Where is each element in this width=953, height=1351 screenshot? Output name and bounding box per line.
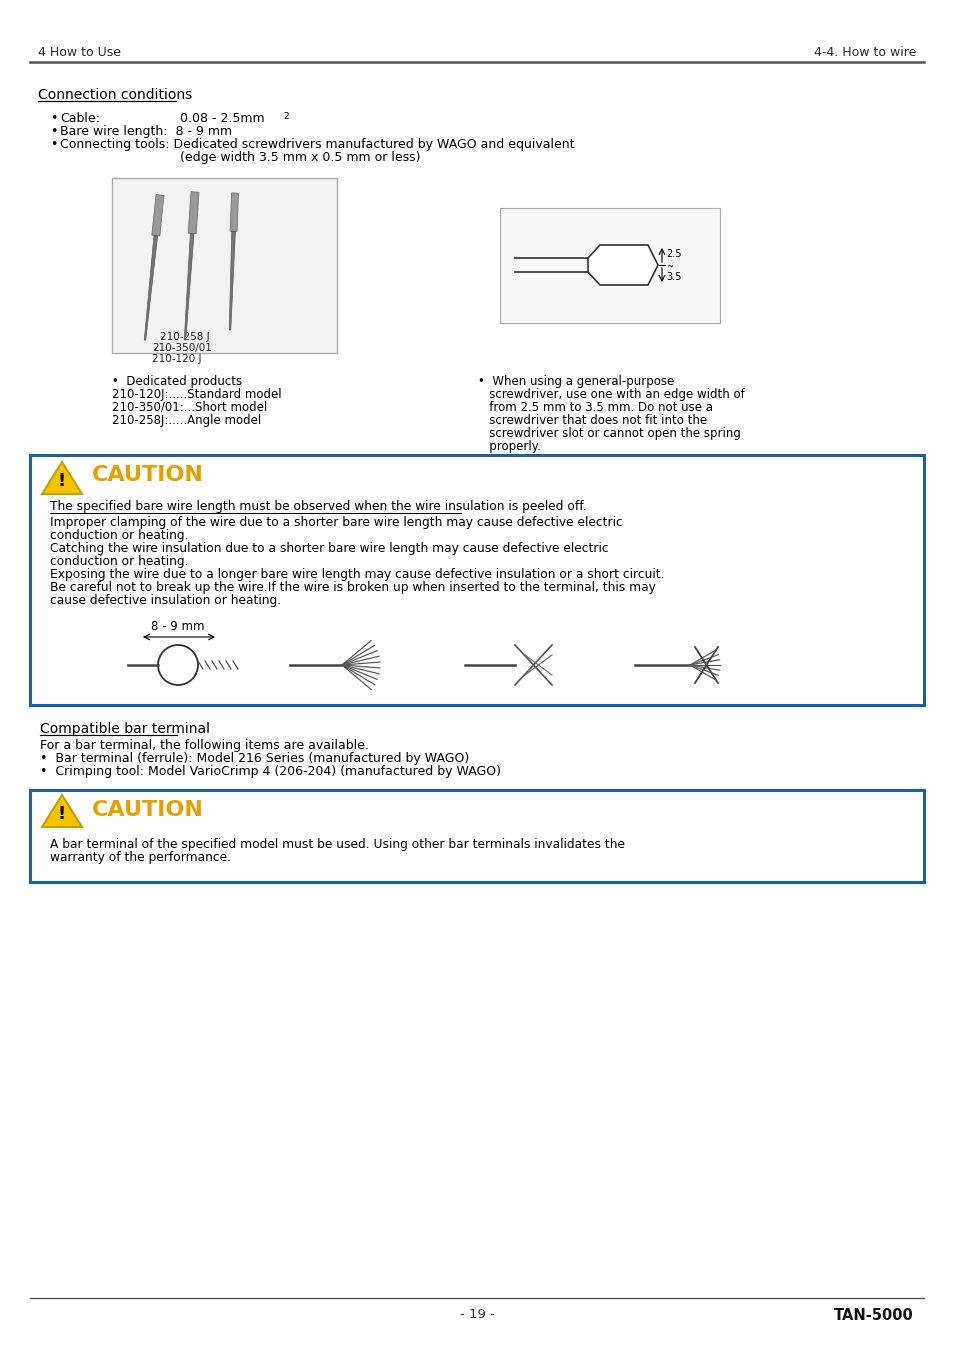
Polygon shape [184, 234, 193, 340]
Text: •  Bar terminal (ferrule): Model 216 Series (manufactured by WAGO): • Bar terminal (ferrule): Model 216 Seri… [40, 753, 469, 765]
Polygon shape [587, 245, 658, 285]
Text: screwdriver, use one with an edge width of: screwdriver, use one with an edge width … [477, 388, 744, 401]
Text: (edge width 3.5 mm x 0.5 mm or less): (edge width 3.5 mm x 0.5 mm or less) [180, 151, 420, 163]
Text: 210-258J:.....Angle model: 210-258J:.....Angle model [112, 413, 261, 427]
Polygon shape [230, 193, 238, 231]
Text: Bare wire length:  8 - 9 mm: Bare wire length: 8 - 9 mm [60, 126, 232, 138]
Text: cause defective insulation or heating.: cause defective insulation or heating. [50, 594, 281, 607]
FancyBboxPatch shape [499, 208, 720, 323]
Text: 4 How to Use: 4 How to Use [38, 46, 121, 58]
Text: conduction or heating.: conduction or heating. [50, 555, 189, 567]
Text: warranty of the performance.: warranty of the performance. [50, 851, 231, 865]
Text: - 19 -: - 19 - [459, 1308, 494, 1321]
Text: For a bar terminal, the following items are available.: For a bar terminal, the following items … [40, 739, 369, 753]
Text: Catching the wire insulation due to a shorter bare wire length may cause defecti: Catching the wire insulation due to a sh… [50, 542, 608, 555]
Text: screwdriver that does not fit into the: screwdriver that does not fit into the [477, 413, 706, 427]
Text: !: ! [58, 805, 66, 823]
Text: ~: ~ [665, 262, 672, 272]
Text: 3.5: 3.5 [665, 272, 680, 282]
Text: •  Crimping tool: Model VarioCrimp 4 (206-204) (manufactured by WAGO): • Crimping tool: Model VarioCrimp 4 (206… [40, 765, 500, 778]
Text: •: • [50, 112, 57, 126]
Text: The specified bare wire length must be observed when the wire insulation is peel: The specified bare wire length must be o… [50, 500, 586, 513]
Text: Improper clamping of the wire due to a shorter bare wire length may cause defect: Improper clamping of the wire due to a s… [50, 516, 622, 530]
Text: Connecting tools: Dedicated screwdrivers manufactured by WAGO and equivalent: Connecting tools: Dedicated screwdrivers… [60, 138, 574, 151]
Text: 2: 2 [283, 112, 289, 122]
Text: Connection conditions: Connection conditions [38, 88, 193, 101]
Text: 210-350/01:...Short model: 210-350/01:...Short model [112, 401, 267, 413]
Polygon shape [188, 192, 199, 234]
Text: screwdriver slot or cannot open the spring: screwdriver slot or cannot open the spri… [477, 427, 740, 440]
Text: TAN-5000: TAN-5000 [833, 1308, 913, 1323]
Polygon shape [42, 794, 82, 827]
Text: Be careful not to break up the wire.If the wire is broken up when inserted to th: Be careful not to break up the wire.If t… [50, 581, 656, 594]
Text: A bar terminal of the specified model must be used. Using other bar terminals in: A bar terminal of the specified model mu… [50, 838, 624, 851]
Text: 0.08 - 2.5mm: 0.08 - 2.5mm [180, 112, 264, 126]
Text: Compatible bar terminal: Compatible bar terminal [40, 721, 210, 736]
Polygon shape [229, 231, 235, 330]
FancyBboxPatch shape [30, 790, 923, 882]
FancyBboxPatch shape [30, 455, 923, 705]
Text: properly.: properly. [477, 440, 540, 453]
Text: •  Dedicated products: • Dedicated products [112, 376, 242, 388]
Text: !: ! [58, 471, 66, 490]
Polygon shape [42, 462, 82, 494]
Text: 210-258 J: 210-258 J [160, 332, 210, 342]
Text: Cable:: Cable: [60, 112, 100, 126]
Text: conduction or heating.: conduction or heating. [50, 530, 189, 542]
FancyBboxPatch shape [112, 178, 336, 353]
Text: 8 - 9 mm: 8 - 9 mm [152, 620, 205, 634]
Text: •: • [50, 138, 57, 151]
Text: •: • [50, 126, 57, 138]
Text: 210-350/01: 210-350/01 [152, 343, 212, 353]
Text: Exposing the wire due to a longer bare wire length may cause defective insulatio: Exposing the wire due to a longer bare w… [50, 567, 664, 581]
Text: from 2.5 mm to 3.5 mm. Do not use a: from 2.5 mm to 3.5 mm. Do not use a [477, 401, 712, 413]
Text: •  When using a general-purpose: • When using a general-purpose [477, 376, 674, 388]
Text: 210-120J:.....Standard model: 210-120J:.....Standard model [112, 388, 281, 401]
Text: 4-4. How to wire: 4-4. How to wire [813, 46, 915, 58]
Text: CAUTION: CAUTION [91, 465, 204, 485]
Text: 210-120 J: 210-120 J [152, 354, 201, 363]
Polygon shape [152, 195, 164, 236]
Text: CAUTION: CAUTION [91, 800, 204, 820]
Text: 2.5: 2.5 [665, 249, 680, 259]
Polygon shape [144, 235, 157, 340]
